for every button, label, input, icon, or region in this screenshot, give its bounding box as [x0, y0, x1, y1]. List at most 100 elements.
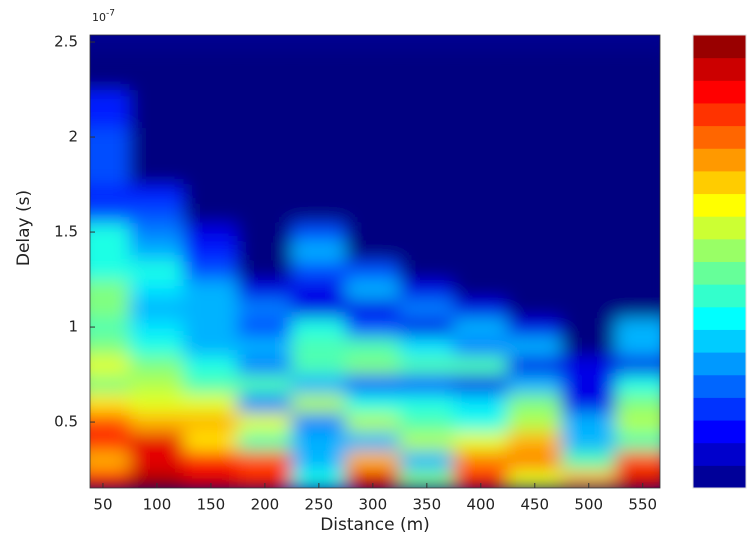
heat-cell — [90, 469, 131, 488]
heat-cell — [291, 355, 347, 376]
heat-cell — [399, 108, 455, 129]
heat-cell — [345, 450, 401, 471]
heat-cell — [615, 336, 660, 357]
heat-cell — [453, 127, 509, 148]
y-exponent-power: -7 — [106, 9, 115, 19]
heat-cell — [183, 336, 239, 357]
heat-cell — [615, 298, 660, 319]
x-tick-label: 500 — [574, 496, 603, 514]
heat-cell — [129, 412, 185, 433]
heat-cell — [561, 165, 617, 186]
heat-cell — [345, 336, 401, 357]
heat-cell — [237, 203, 293, 224]
heat-cell — [399, 336, 455, 357]
heat-cell — [345, 317, 401, 338]
heat-cell — [561, 393, 617, 414]
heat-cell — [345, 222, 401, 243]
heat-cell — [291, 89, 347, 110]
heat-cell — [507, 222, 563, 243]
heat-cell — [561, 108, 617, 129]
colorbar-band — [693, 57, 746, 81]
heat-cell — [90, 203, 131, 224]
heat-cell — [615, 317, 660, 338]
heat-cell — [129, 317, 185, 338]
heat-cell — [345, 298, 401, 319]
heat-cell — [615, 184, 660, 205]
heat-cell — [453, 89, 509, 110]
heat-cell — [90, 431, 131, 452]
heat-cell — [507, 450, 563, 471]
heat-cell — [237, 241, 293, 262]
heat-cell — [291, 336, 347, 357]
colorbar-band — [693, 170, 746, 195]
heat-cell — [615, 260, 660, 281]
heat-cell — [345, 89, 401, 110]
heat-cell — [507, 127, 563, 148]
heat-cell — [291, 222, 347, 243]
heat-cell — [183, 393, 239, 414]
heat-cell — [399, 51, 455, 72]
heat-cell — [129, 450, 185, 471]
heat-cell — [453, 146, 509, 167]
heat-cell — [453, 51, 509, 72]
colorbar-band — [693, 125, 746, 149]
heat-cell — [90, 108, 131, 129]
heat-cell — [90, 51, 131, 72]
heat-cell — [453, 203, 509, 224]
heat-cell — [237, 279, 293, 300]
heat-cell — [453, 355, 509, 376]
heat-cell — [399, 127, 455, 148]
heat-cell — [129, 51, 185, 72]
heat-cell — [237, 184, 293, 205]
heat-cell — [561, 279, 617, 300]
plot-frame — [89, 34, 661, 489]
heat-cell — [129, 165, 185, 186]
x-axis-title: Distance (m) — [320, 515, 430, 535]
colorbar-band — [693, 306, 746, 330]
heat-cell — [453, 317, 509, 338]
y-tick-label: 0.5 — [54, 413, 78, 431]
heat-cell — [345, 108, 401, 129]
heat-cell — [561, 184, 617, 205]
heat-cell — [129, 89, 185, 110]
heat-cell — [183, 260, 239, 281]
heatmap — [90, 51, 660, 488]
heat-cell — [399, 70, 455, 91]
heat-cell — [183, 450, 239, 471]
colorbar-band — [693, 35, 746, 59]
heat-cell — [399, 222, 455, 243]
heat-cell — [90, 279, 131, 300]
heat-cell — [345, 469, 401, 488]
heat-cell — [291, 70, 347, 91]
heat-cell — [237, 298, 293, 319]
y-tick-label: 1.5 — [54, 223, 78, 241]
x-tick-label: 350 — [412, 496, 441, 514]
heat-cell — [507, 317, 563, 338]
heat-cell — [507, 431, 563, 452]
heat-cell — [291, 51, 347, 72]
heat-cell — [129, 127, 185, 148]
heat-cell — [183, 127, 239, 148]
heat-cell — [615, 51, 660, 72]
heat-cell — [183, 51, 239, 72]
heat-cell — [615, 165, 660, 186]
heat-cell — [561, 260, 617, 281]
heat-cell — [561, 317, 617, 338]
colorbar-band — [693, 261, 746, 285]
heat-cell — [615, 222, 660, 243]
y-tick-label: 2 — [68, 128, 78, 146]
heat-cell — [399, 412, 455, 433]
heat-cell — [399, 260, 455, 281]
heat-cell — [237, 355, 293, 376]
heat-cell — [615, 146, 660, 167]
heat-cell — [291, 431, 347, 452]
heat-cell — [129, 108, 185, 129]
heat-cell — [615, 355, 660, 376]
heat-cell — [615, 374, 660, 395]
heat-cell — [345, 260, 401, 281]
heat-cell — [615, 70, 660, 91]
heat-cell — [90, 393, 131, 414]
heat-cell — [453, 241, 509, 262]
heat-cell — [90, 89, 131, 110]
heat-cell — [345, 241, 401, 262]
